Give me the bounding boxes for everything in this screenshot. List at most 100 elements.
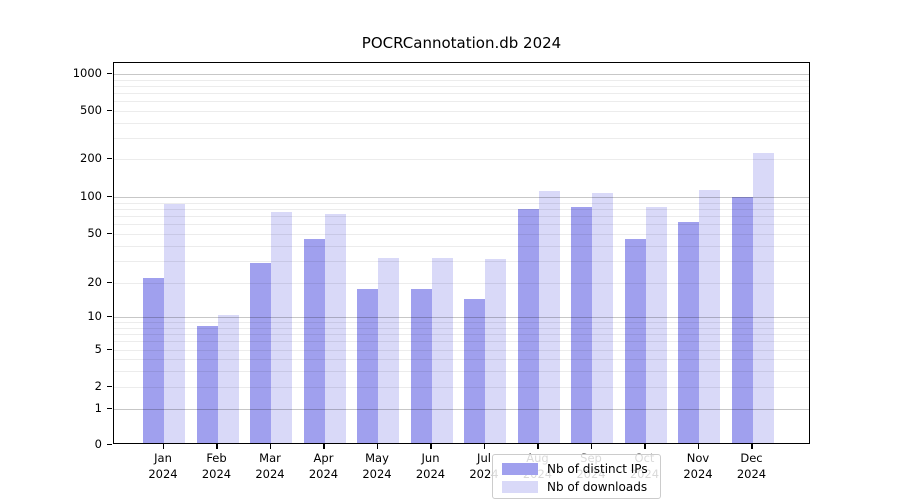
gridline [114,159,809,160]
legend-swatch-distinct-ips [502,462,538,475]
gridline [114,137,809,139]
gridline [114,359,809,360]
y-tick-label: 20 [87,274,102,289]
gridline [114,245,809,247]
y-tick [107,195,112,197]
y-tick [107,407,112,409]
gridline [114,370,809,372]
gridline [114,350,809,351]
y-tick-label: 10 [87,308,102,323]
x-tick [323,444,325,449]
gridline [114,111,809,112]
bar-distinct-ips [517,208,539,443]
legend-item-downloads: Nb of downloads [502,478,652,495]
y-tick-label: 1 [94,400,102,415]
y-tick-label: 200 [80,150,102,165]
y-tick [107,281,112,283]
bar-distinct-ips [731,196,753,443]
y-tick-label: 2 [94,378,102,393]
bar-downloads [699,189,720,443]
gridline [114,327,809,329]
bar-downloads [324,214,346,443]
gridline [114,261,809,263]
gridline [114,122,809,124]
bar-downloads [752,153,774,443]
bar-distinct-ips [196,325,218,443]
gridline [114,317,809,318]
bar-distinct-ips [571,206,592,443]
bar-distinct-ips [357,288,378,443]
bar-downloads [271,211,292,443]
gridline [114,333,809,335]
x-tick-label: Mar 2024 [255,451,285,481]
x-tick [537,444,539,449]
gridline [114,409,809,410]
x-tick-label: Jul 2024 [469,451,499,481]
gridline [114,387,809,388]
y-tick [107,443,112,445]
gridline [114,93,809,95]
bar-downloads [431,257,453,443]
x-tick [483,444,485,449]
gridline [114,216,809,218]
legend-label-downloads: Nb of downloads [547,479,648,494]
plot-area: Nb of distinct IPs Nb of downloads [113,62,810,499]
gridline [114,322,809,324]
y-tick [107,72,112,74]
gridline [114,208,809,210]
y-tick-label: 500 [80,102,102,117]
gridline [114,202,809,204]
y-tick-label: 50 [87,225,102,240]
x-tick [751,444,753,449]
y-tick [107,315,112,317]
y-tick [107,157,112,159]
y-tick [107,109,112,111]
x-tick [376,444,378,449]
y-tick [107,348,112,350]
bar-distinct-ips [143,278,164,443]
y-tick [107,385,112,387]
y-tick [107,232,112,234]
legend-item-distinct-ips: Nb of distinct IPs [502,460,652,477]
x-tick-label: Jun 2024 [415,451,446,481]
bar-distinct-ips [410,288,432,443]
x-tick [644,444,646,449]
gridline [114,197,809,198]
bar-downloads [164,204,185,443]
legend-label-distinct-ips: Nb of distinct IPs [547,461,648,476]
bar-downloads [538,190,560,443]
bar-distinct-ips [678,222,699,443]
gridline [114,74,809,75]
gridline [114,224,809,226]
x-tick-label: Dec 2024 [736,451,767,481]
x-tick-label: Apr 2024 [308,451,339,481]
bar-distinct-ips [464,298,485,443]
gridline [114,234,809,235]
y-tick-label: 5 [94,341,102,356]
legend-swatch-downloads [502,480,538,493]
y-tick-label: 0 [94,436,102,451]
gridline [114,85,809,87]
x-tick-label: May 2024 [362,451,392,481]
bar-distinct-ips [250,263,271,443]
bar-distinct-ips [624,238,646,443]
chart-title: POCRCannotation.db 2024 [361,34,562,52]
bar-distinct-ips [303,238,325,443]
bar-downloads [485,259,506,443]
x-tick-label: Jan 2024 [148,451,178,481]
gridline [114,101,809,103]
bar-downloads [217,315,239,443]
x-tick [216,444,218,449]
gridline [114,341,809,343]
gridline [114,79,809,81]
y-tick-label: 1000 [72,65,102,80]
bar-downloads [645,206,667,443]
bar-downloads [592,193,613,443]
x-tick [697,444,699,449]
gridline [114,283,809,284]
x-tick [269,444,271,449]
legend: Nb of distinct IPs Nb of downloads [492,454,661,499]
x-tick [590,444,592,449]
x-tick [162,444,164,449]
x-tick-label: Feb 2024 [201,451,232,481]
